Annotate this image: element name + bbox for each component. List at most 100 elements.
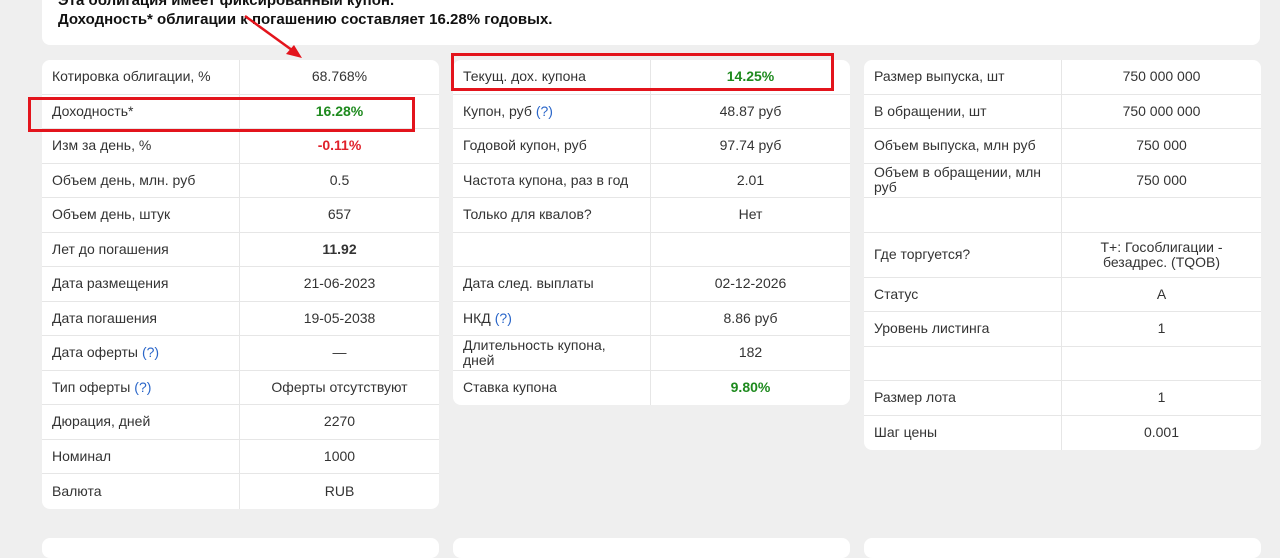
arrow-head [286,45,302,58]
hint-link[interactable]: (?) [141,344,160,361]
row-label-cell: Размер лота [864,381,1062,415]
row-value: RUB [324,482,355,499]
table-row: НКД (?) 8.86 руб [453,301,850,336]
row-value: 21-06-2023 [303,275,376,292]
row-value-cell: 48.87 руб [651,95,850,129]
row-value: 657 [327,206,352,223]
row-label-cell: Объем в обращении, млн руб [864,163,1062,197]
row-label: Уровень листинга [874,321,989,336]
row-value-cell: Оферты отсутствуют [240,371,439,405]
row-value: 2270 [323,413,356,430]
row-label: Котировка облигации, % [52,69,211,84]
row-value-cell: 1000 [240,440,439,474]
label-text: Объем день, млн. руб [52,171,196,188]
row-label: Объем день, млн. руб [52,171,196,188]
row-label-cell: Длительность купона, дней [453,336,651,370]
table-row: Доходность* 16.28% [42,94,439,129]
table-row: Размер выпуска, шт 750 000 000 [864,60,1261,95]
label-text: Тип оферты [52,378,131,395]
row-value-cell: 750 000 000 [1062,95,1261,129]
row-label: Дата след. выплаты [463,276,594,291]
row-label: Номинал [52,448,111,464]
row-label: Размер лота [874,390,956,405]
table-row: Объем день, штук 657 [42,198,439,233]
row-label: Где торгуется? [874,247,970,262]
row-label-cell: Купон, руб (?) [453,94,651,128]
table-row: Статус А [864,277,1261,312]
row-label-cell: Котировка облигации, % [42,60,240,94]
row-value-cell: 2270 [240,405,439,439]
label-text: Статус [874,285,919,302]
hint-link[interactable]: (?) [535,102,553,119]
label-text: Дата размещения [52,275,169,292]
table-row: В обращении, шт 750 000 000 [864,94,1261,129]
row-label: Годовой купон, руб [463,138,587,153]
table-row [453,232,850,267]
row-value-cell: 657 [240,198,439,232]
row-value-cell: T+: Гособлигации - безадрес. (TQOB) [1062,233,1261,277]
row-label: Дата погашения [52,310,157,326]
row-value: 2.01 [736,171,765,188]
table: Размер выпуска, шт 750 000 000 В обращении… [864,60,1261,450]
hint-link[interactable]: (?) [494,309,512,326]
row-label: Лет до погашения [52,240,169,257]
row-label-cell: Дата размещения [42,267,240,301]
table-row: Валюта RUB [42,474,439,509]
highlight [28,97,415,132]
row-label: Изм за день, % [52,138,151,153]
row-label-cell: Ставка купона [453,370,651,405]
row-value-cell: 21-06-2023 [240,267,439,301]
hint-link[interactable]: (?) [134,378,152,395]
row-label: Только для квалов? [463,207,592,222]
row-value: 750 000 000 [1122,68,1201,85]
row-value: 750 000 000 [1122,102,1201,119]
row-label: Объем выпуска, млн руб [874,138,1036,153]
row-value-cell: 19-05-2038 [240,302,439,336]
row-label-cell [864,346,1062,380]
row-label: Текущ. дох. купона [463,69,586,84]
row-value: 1 [1157,320,1166,337]
row-value: 0.001 [1143,424,1180,441]
row-value: 750 000 [1136,137,1187,154]
label-text: Дата след. выплаты [463,275,594,292]
row-label-cell: Объем день, млн. руб [42,163,240,197]
table-row: Дата погашения 19-05-2038 [42,301,439,336]
table-row: Только для квалов? Нет [453,198,850,233]
row-value-cell: 16.28% [240,95,439,129]
table-row: Объем выпуска, млн руб 750 000 [864,129,1261,164]
highlight [451,53,834,91]
table-row: Годовой купон, руб 97.74 руб [453,129,850,164]
row-label: Размер выпуска, шт [874,69,1005,84]
table: Котировка облигации, % 68.768% Доходность*… [42,60,439,509]
table-row: Где торгуется? T+: Гособлигации - безадре… [864,232,1261,278]
row-label: Шаг цены [874,425,937,440]
row-value-cell: 11.92 [240,233,439,267]
table-row: Объем в обращении, млн руб 750 000 [864,163,1261,198]
row-value: 68.768% [311,68,368,85]
label-text: Ставка купона [463,379,557,396]
row-label: Дюрация, дней [52,414,150,429]
row-label-cell: Размер выпуска, шт [864,60,1062,94]
row-value-cell: 750 000 000 [1062,60,1261,94]
row-label: Объем день, штук [52,207,170,222]
annotation [244,14,302,58]
row-value: 1000 [323,447,356,464]
table-row: Текущ. дох. купона 14.25% [453,60,850,95]
label-text: Лет до погашения [52,240,169,257]
row-label-cell: Доходность* [42,94,240,128]
table-row: Ставка купона 9.80% [453,370,850,405]
table-row: Тип оферты (?) Оферты отсутствуют [42,370,439,405]
row-label: Объем в обращении, млн руб [874,165,1051,195]
row-label-cell: В обращении, шт [864,94,1062,128]
row-label-cell: Валюта [42,474,240,509]
row-label: Длительность купона, дней [463,337,640,368]
row-value: А [1156,285,1167,302]
row-value: Нет [738,206,763,223]
row-value-cell: 14.25% [651,60,850,94]
row-label: Валюта [52,483,102,499]
table-row: Дата оферты (?) — [42,336,439,371]
notice-line: Эта облигация имеет фиксированный купон. [58,0,395,9]
row-label-cell: Дата погашения [42,301,240,335]
table-row: Размер лота 1 [864,381,1261,416]
table-row: Номинал 1000 [42,439,439,474]
